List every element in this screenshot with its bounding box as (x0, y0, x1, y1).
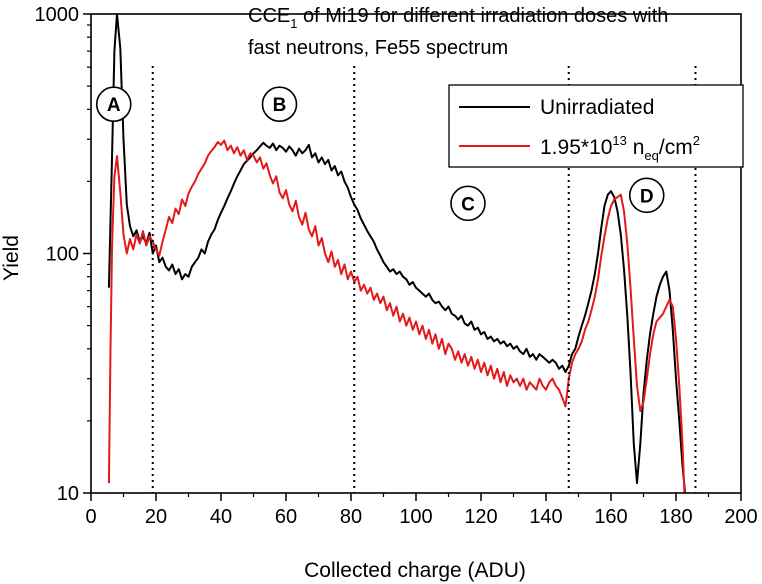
region-circle-a (95, 86, 132, 123)
y-axis-title: Yield (0, 235, 23, 281)
x-tick-label: 20 (145, 506, 167, 528)
region-label-d: D (640, 186, 654, 207)
region-label-c: C (461, 194, 475, 215)
y-tick-label: 1000 (35, 4, 80, 26)
legend: Unirradiated 1.95*1013 neq/cm2 (448, 84, 744, 168)
x-tick-label: 200 (724, 506, 757, 528)
series-line-unirradiated (107, 13, 687, 494)
region-circle-d (628, 177, 665, 214)
region-label-a: A (107, 95, 121, 116)
axis-ticks: 0 20 40 60 80 100 120 140 160 180 200 10 100 1000 (35, 4, 758, 528)
x-tick-label: 80 (340, 506, 362, 528)
x-tick-label: 60 (275, 506, 297, 528)
x-tick-label: 120 (464, 506, 497, 528)
series-layer (107, 13, 687, 494)
x-tick-label: 180 (659, 506, 692, 528)
x-tick-label: 160 (594, 506, 627, 528)
x-tick-label: 100 (399, 506, 432, 528)
x-tick-label: 140 (529, 506, 562, 528)
x-tick-label: 40 (210, 506, 232, 528)
series-line-irradiated (107, 139, 686, 494)
chart-title-line2: fast neutrons, Fe55 spectrum (248, 37, 508, 59)
x-tick-label: 0 (85, 506, 96, 528)
legend-label-unirradiated: Unirradiated (540, 96, 654, 119)
chart-title-suffix: of Mi19 for different irradiation doses … (297, 5, 668, 27)
chart-title-prefix: CCE (248, 5, 290, 27)
region-label-b: B (273, 95, 287, 116)
chart-title-line1: CCE1 of Mi19 for different irradiation d… (248, 5, 668, 31)
region-labels: A B C D (95, 86, 665, 222)
legend-label-irradiated: 1.95*1013 neq/cm2 (540, 133, 700, 163)
y-tick-label: 100 (46, 244, 79, 266)
legend-box (448, 84, 744, 168)
region-circle-c (450, 185, 486, 222)
x-axis-title: Collected charge (ADU) (304, 559, 526, 582)
vertical-marker-lines (151, 66, 697, 493)
y-tick-label: 10 (57, 483, 79, 505)
region-circle-b (261, 86, 298, 123)
chart-title-subscript: 1 (290, 16, 297, 31)
